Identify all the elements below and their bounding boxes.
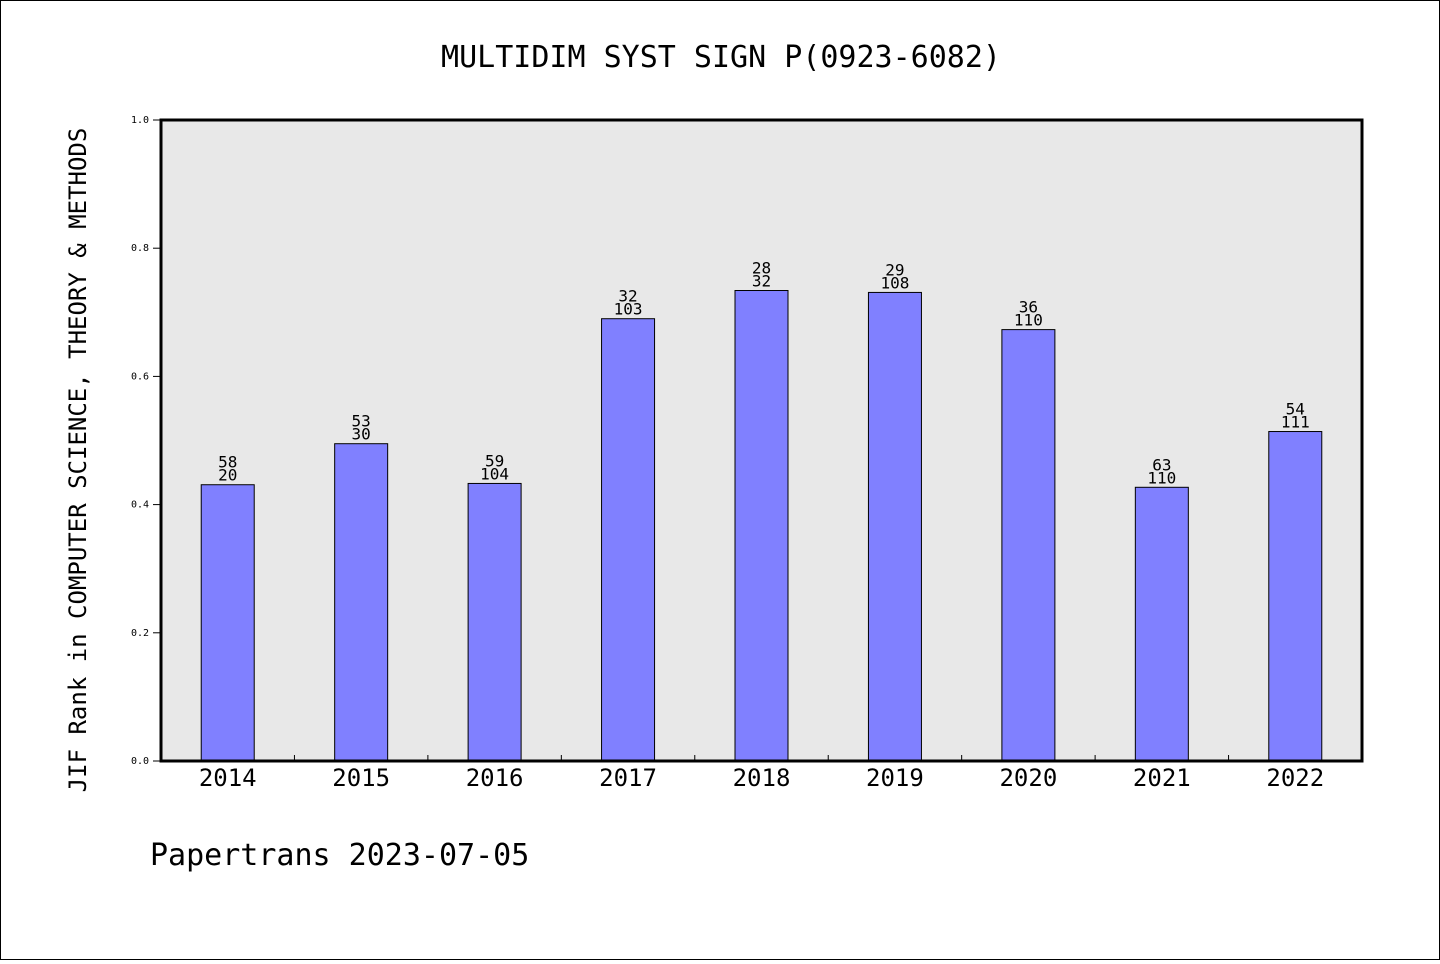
x-tick-label: 2020 — [999, 764, 1057, 792]
x-tick-label: 2019 — [866, 764, 924, 792]
bar-label-bottom: 111 — [1281, 413, 1310, 432]
bar-label-bottom: 103 — [614, 300, 643, 319]
x-tick-label: 2021 — [1133, 764, 1191, 792]
footer-note: Papertrans 2023-07-05 — [150, 838, 529, 873]
bar-label-bottom: 30 — [352, 425, 371, 444]
bar-label-bottom: 110 — [1014, 311, 1043, 330]
bar — [1134, 486, 1189, 762]
y-tick-label: 0.6 — [131, 371, 149, 382]
bar-label-top: 59 — [485, 451, 504, 470]
bar-label-top: 53 — [352, 412, 371, 431]
y-axis-label: JIF Rank in COMPUTER SCIENCE, THEORY & M… — [64, 128, 92, 793]
y-tick-label: 0.4 — [131, 500, 149, 511]
x-tick-label: 2017 — [599, 764, 657, 792]
plot-border — [159, 118, 1364, 763]
bar-label-bottom: 110 — [1147, 468, 1176, 487]
bar — [1268, 431, 1323, 762]
bar-label-bottom: 108 — [880, 273, 909, 292]
bar-label-top: 29 — [885, 260, 904, 279]
bar — [200, 484, 255, 762]
x-axis-ticks: 2014 2015 2016 2017 2018 2019 2020 2021 2022 — [199, 755, 1324, 792]
bar-label-top: 63 — [1152, 455, 1171, 474]
bars: 5820533059104321032832291083611063110541… — [200, 259, 1323, 762]
bar — [734, 290, 789, 762]
bar-label-top: 54 — [1286, 400, 1305, 419]
bar — [334, 443, 389, 762]
bar — [1001, 329, 1056, 762]
bar-label-top: 58 — [218, 453, 237, 472]
bar-label-bottom: 20 — [218, 466, 237, 485]
x-tick-label: 2016 — [466, 764, 524, 792]
x-tick-label: 2022 — [1266, 764, 1324, 792]
chart-title: MULTIDIM SYST SIGN P(0923-6082) — [441, 40, 1001, 75]
bar — [467, 482, 522, 762]
y-tick-label: 0.0 — [131, 756, 149, 767]
bar — [601, 318, 656, 762]
x-tick-label: 2015 — [332, 764, 390, 792]
bar-label-bottom: 104 — [480, 464, 509, 483]
y-tick-label: 0.8 — [131, 243, 149, 254]
bar-label-top: 36 — [1019, 298, 1038, 317]
x-tick-label: 2018 — [733, 764, 791, 792]
bar-label-bottom: 32 — [752, 272, 771, 291]
y-tick-label: 1.0 — [131, 115, 149, 126]
y-tick-label: 0.2 — [131, 628, 149, 639]
bar-label-top: 32 — [618, 287, 637, 306]
bar-label-top: 28 — [752, 259, 771, 278]
bar — [867, 291, 922, 762]
x-tick-label: 2014 — [199, 764, 257, 792]
y-axis-ticks: 0.0 0.2 0.4 0.6 0.8 1.0 — [131, 115, 161, 767]
